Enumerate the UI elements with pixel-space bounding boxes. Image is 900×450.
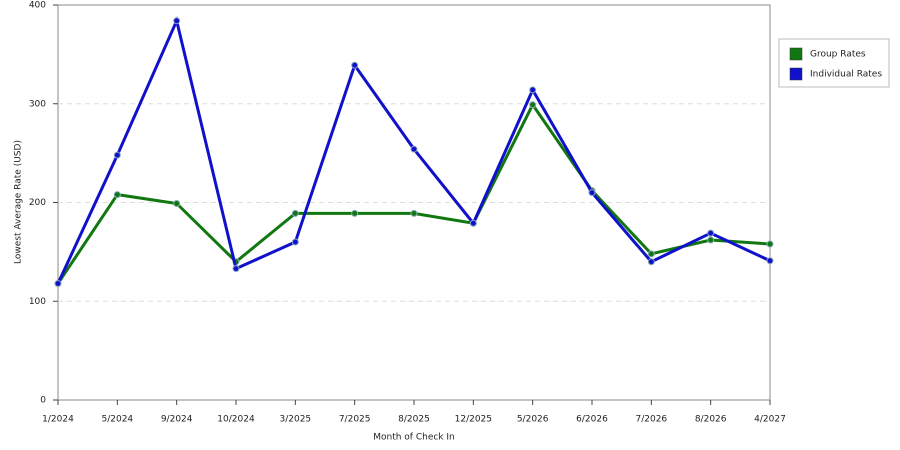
data-point bbox=[707, 236, 715, 244]
x-tick-label: 10/2024 bbox=[217, 415, 255, 425]
y-tick-label: 0 bbox=[40, 396, 46, 406]
x-tick-label: 6/2026 bbox=[576, 415, 608, 425]
data-point bbox=[173, 199, 181, 207]
data-point bbox=[173, 17, 181, 25]
legend-swatch bbox=[789, 67, 803, 81]
legend-label: Group Rates bbox=[810, 50, 866, 60]
data-point bbox=[113, 151, 121, 159]
x-axis-label: Month of Check In bbox=[373, 433, 455, 443]
x-tick-label: 5/2026 bbox=[517, 415, 549, 425]
data-point bbox=[351, 61, 359, 69]
data-point bbox=[291, 238, 299, 246]
data-point bbox=[766, 257, 774, 265]
legend-label: Individual Rates bbox=[810, 70, 882, 80]
x-tick-label: 1/2024 bbox=[42, 415, 74, 425]
data-point bbox=[113, 191, 121, 199]
data-point bbox=[291, 209, 299, 217]
data-point bbox=[469, 219, 477, 227]
x-tick-label: 12/2025 bbox=[455, 415, 492, 425]
y-tick-label: 400 bbox=[29, 1, 46, 11]
x-tick-label: 7/2026 bbox=[635, 415, 667, 425]
data-point bbox=[647, 258, 655, 266]
data-point bbox=[588, 189, 596, 197]
data-point bbox=[647, 250, 655, 258]
x-tick-label: 3/2025 bbox=[279, 415, 311, 425]
y-tick-label: 200 bbox=[29, 198, 46, 208]
x-tick-label: 4/2027 bbox=[754, 415, 786, 425]
y-axis-label: Lowest Average Rate (USD) bbox=[14, 140, 24, 264]
data-point bbox=[529, 86, 537, 94]
x-tick-label: 9/2024 bbox=[161, 415, 193, 425]
data-point bbox=[410, 145, 418, 153]
data-point bbox=[54, 279, 62, 287]
data-point bbox=[707, 229, 715, 237]
x-tick-label: 7/2025 bbox=[339, 415, 371, 425]
data-point bbox=[766, 240, 774, 248]
x-tick-label: 5/2024 bbox=[101, 415, 133, 425]
data-point bbox=[351, 209, 359, 217]
x-tick-label: 8/2026 bbox=[695, 415, 727, 425]
y-tick-label: 100 bbox=[29, 297, 46, 307]
data-point bbox=[410, 209, 418, 217]
data-point bbox=[529, 101, 537, 109]
legend-swatch bbox=[789, 47, 803, 61]
y-tick-label: 300 bbox=[29, 99, 46, 109]
x-tick-label: 8/2025 bbox=[398, 415, 430, 425]
data-point bbox=[232, 265, 240, 273]
